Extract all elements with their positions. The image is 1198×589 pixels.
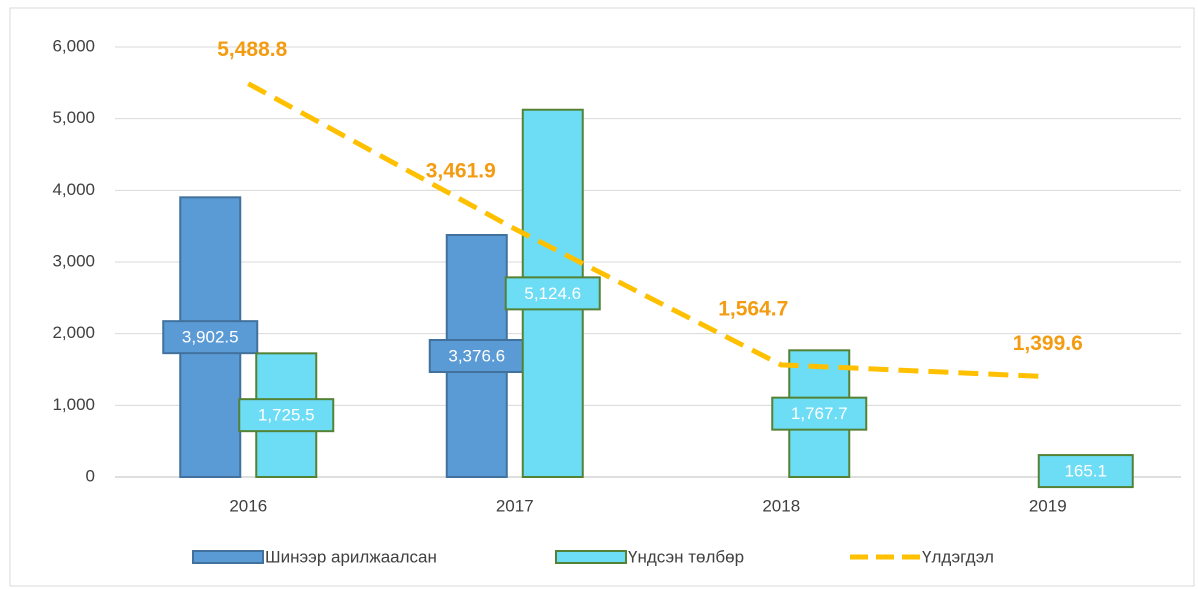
data-label: 1,564.7 (718, 297, 788, 320)
data-label: 1,399.6 (1013, 332, 1083, 355)
y-tick-label: 2,000 (52, 323, 95, 342)
y-tick-label: 6,000 (52, 36, 95, 55)
x-tick-label: 2018 (762, 496, 800, 515)
y-tick-label: 5,000 (52, 108, 95, 127)
data-label: 1,725.5 (258, 406, 315, 425)
data-label: 3,902.5 (182, 328, 239, 347)
data-label-box (504, 276, 601, 311)
legend-label: Үлдэгдэл (922, 547, 994, 566)
legend-label: Үндсэн төлбөр (628, 547, 744, 566)
legend-label: Шинээр арилжаалсан (265, 547, 437, 566)
data-label: 3,376.6 (448, 346, 505, 365)
data-label: 5,124.6 (524, 284, 581, 303)
data-label: 3,461.9 (426, 159, 496, 182)
data-label-box (238, 398, 335, 433)
data-label-box (428, 339, 525, 374)
x-tick-label: 2019 (1029, 496, 1067, 515)
legend-swatch (555, 550, 627, 564)
data-label-box (771, 396, 868, 431)
y-tick-label: 4,000 (52, 180, 95, 199)
data-label-box (1037, 454, 1134, 489)
data-label: 1,767.7 (791, 404, 848, 423)
data-label: 5,488.8 (217, 38, 287, 61)
y-tick-label: 0 (86, 466, 95, 485)
line (247, 81, 1048, 380)
y-tick-label: 3,000 (52, 251, 95, 270)
x-tick-label: 2017 (496, 496, 534, 515)
x-tick-label: 2016 (229, 496, 267, 515)
legend-swatch (192, 550, 264, 564)
y-tick-label: 1,000 (52, 395, 95, 414)
data-label: 165.1 (1064, 462, 1107, 481)
data-label-box (162, 320, 259, 355)
